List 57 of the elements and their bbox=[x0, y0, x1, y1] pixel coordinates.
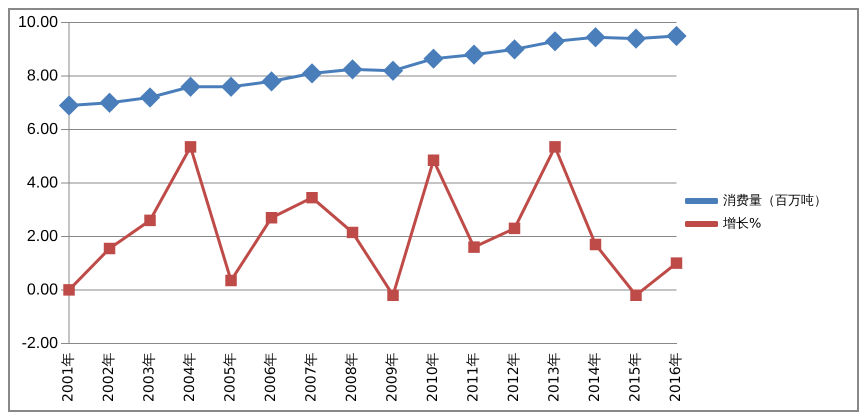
x-tick-label: 2010年 bbox=[425, 352, 442, 402]
point bbox=[140, 88, 160, 107]
point bbox=[626, 29, 646, 48]
x-tick-label: 2008年 bbox=[344, 352, 360, 402]
point bbox=[384, 61, 403, 80]
x-tick-label: 2015年 bbox=[628, 352, 644, 402]
x-tick-label: 2011年 bbox=[466, 352, 482, 402]
point bbox=[670, 257, 682, 269]
point bbox=[468, 241, 480, 253]
x-tick-label: 2004年 bbox=[182, 352, 198, 402]
point bbox=[262, 72, 282, 91]
point bbox=[586, 28, 606, 47]
y-tick-label: 4.00 bbox=[26, 174, 58, 192]
point bbox=[546, 32, 565, 51]
point bbox=[100, 93, 120, 112]
point bbox=[667, 26, 686, 46]
point bbox=[590, 238, 602, 250]
y-tick-label: -2.00 bbox=[22, 334, 58, 352]
y-tick-label: 0.00 bbox=[26, 281, 58, 298]
x-tick-label: 2013年 bbox=[546, 352, 563, 402]
point bbox=[306, 192, 318, 204]
point bbox=[424, 49, 444, 68]
point bbox=[464, 45, 484, 64]
y-tick-label: 2.00 bbox=[26, 228, 58, 245]
x-tick-label: 2003年 bbox=[142, 352, 158, 402]
x-tick-label: 2002年 bbox=[101, 352, 118, 402]
point bbox=[346, 226, 358, 238]
point bbox=[508, 222, 520, 234]
x-tick-label: 2009年 bbox=[384, 352, 401, 402]
point bbox=[266, 212, 278, 224]
point bbox=[549, 141, 561, 153]
x-tick-label: 2012年 bbox=[506, 352, 522, 402]
x-tick-label: 2005年 bbox=[222, 352, 239, 402]
point bbox=[104, 242, 116, 254]
point bbox=[60, 96, 79, 115]
point bbox=[144, 214, 156, 226]
x-tick-label: 2007年 bbox=[304, 352, 320, 402]
point bbox=[181, 77, 200, 96]
point bbox=[225, 274, 237, 286]
x-tick-label: 2006年 bbox=[263, 352, 280, 402]
point bbox=[428, 154, 440, 166]
x-tick-label: 2014年 bbox=[587, 352, 604, 402]
y-tick-label: 6.00 bbox=[26, 120, 58, 138]
x-tick-label: 2001年 bbox=[60, 352, 77, 402]
point bbox=[302, 64, 322, 83]
point bbox=[63, 284, 75, 296]
point bbox=[630, 290, 642, 301]
legend-label: 消费量（百万吨） bbox=[723, 193, 827, 208]
point bbox=[184, 141, 196, 153]
point bbox=[343, 60, 362, 79]
x-tick-label: 2016年 bbox=[668, 352, 684, 402]
point bbox=[505, 40, 524, 59]
y-tick-label: 8.00 bbox=[26, 67, 58, 84]
legend-label: 增长% bbox=[722, 216, 762, 232]
y-tick-label: 10.00 bbox=[18, 14, 58, 32]
point bbox=[387, 290, 399, 301]
point bbox=[222, 77, 241, 96]
